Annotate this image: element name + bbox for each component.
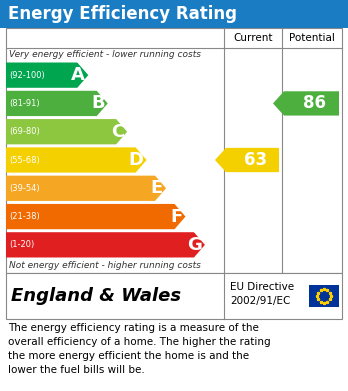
Polygon shape: [6, 119, 127, 144]
Text: (21-38): (21-38): [9, 212, 40, 221]
Text: (81-91): (81-91): [9, 99, 40, 108]
Text: (69-80): (69-80): [9, 127, 40, 136]
Text: 63: 63: [244, 151, 267, 169]
Text: Energy Efficiency Rating: Energy Efficiency Rating: [8, 5, 237, 23]
Text: Very energy efficient - lower running costs: Very energy efficient - lower running co…: [9, 50, 201, 59]
Text: Potential: Potential: [289, 33, 335, 43]
Text: The energy efficiency rating is a measure of the
overall efficiency of a home. T: The energy efficiency rating is a measur…: [8, 323, 271, 375]
Text: E: E: [151, 179, 163, 197]
Text: 86: 86: [303, 95, 326, 113]
Polygon shape: [6, 232, 205, 258]
Text: England & Wales: England & Wales: [11, 287, 181, 305]
Text: F: F: [170, 208, 182, 226]
Text: B: B: [91, 95, 105, 113]
Bar: [6, 28, 342, 273]
Bar: [309, 285, 339, 307]
Polygon shape: [6, 147, 147, 173]
Bar: [6, 273, 342, 319]
Text: (1-20): (1-20): [9, 240, 34, 249]
Polygon shape: [215, 148, 279, 172]
Text: D: D: [129, 151, 144, 169]
Text: Current: Current: [233, 33, 273, 43]
Text: Not energy efficient - higher running costs: Not energy efficient - higher running co…: [9, 261, 201, 270]
Polygon shape: [6, 91, 108, 116]
Polygon shape: [6, 176, 166, 201]
Text: (55-68): (55-68): [9, 156, 40, 165]
Polygon shape: [6, 204, 185, 229]
Text: EU Directive
2002/91/EC: EU Directive 2002/91/EC: [230, 282, 294, 306]
Text: (39-54): (39-54): [9, 184, 40, 193]
Text: G: G: [187, 236, 202, 254]
Text: C: C: [111, 123, 124, 141]
Bar: [0, 0, 348, 28]
Text: (92-100): (92-100): [9, 71, 45, 80]
Polygon shape: [6, 63, 88, 88]
Polygon shape: [273, 91, 339, 116]
Text: A: A: [71, 66, 85, 84]
